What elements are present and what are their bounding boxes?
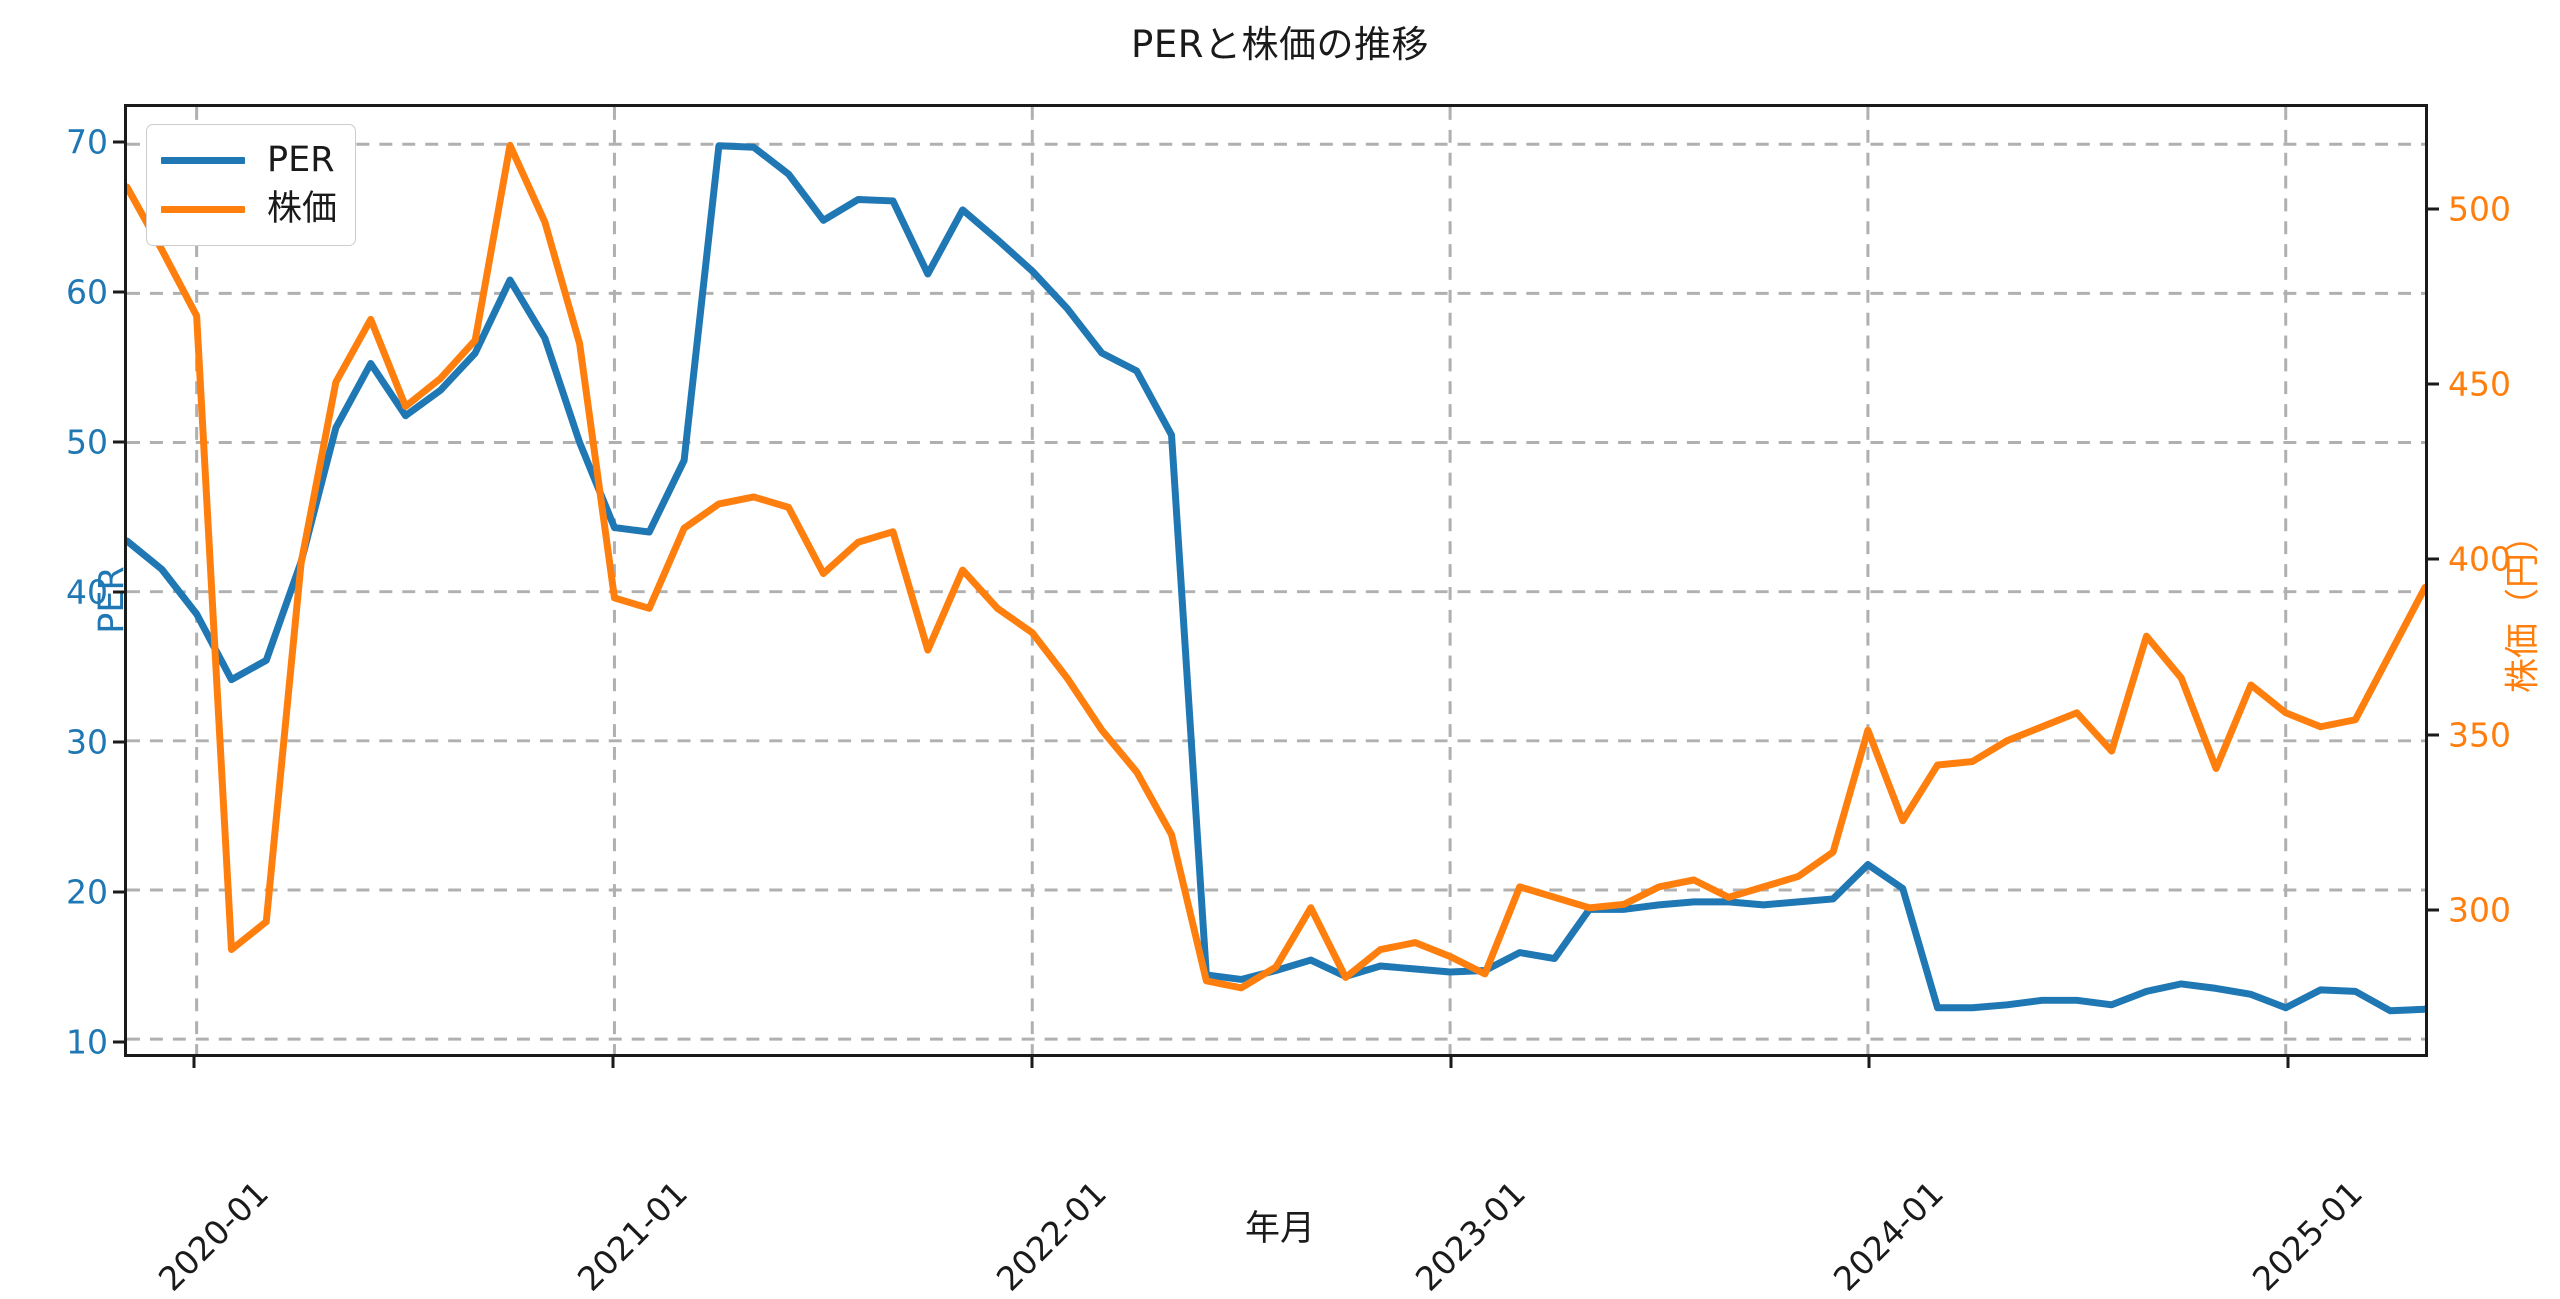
y-axis-right-tick-mark (2428, 382, 2439, 386)
x-axis-tick-mark (1449, 1057, 1453, 1068)
legend-label-per: PER (267, 140, 335, 180)
y-axis-right-tick-mark (2428, 207, 2439, 211)
y-axis-left-tick-mark (113, 440, 124, 444)
legend-label-kabuka: 株価 (267, 189, 338, 229)
y-axis-left-tick-mark (113, 1040, 124, 1044)
y-axis-left-tick-mark (113, 890, 124, 894)
x-axis-tick-mark (611, 1057, 615, 1068)
legend-item-kabuka[interactable]: 株価 (161, 185, 337, 234)
y-axis-left-tick-label: 20 (66, 872, 108, 912)
plot-svg (127, 107, 2425, 1054)
y-axis-right-tick-mark (2428, 908, 2439, 912)
y-axis-right-label: 株価（円） (2503, 518, 2544, 694)
x-axis-tick-mark (192, 1057, 196, 1068)
y-axis-left-tick-mark (113, 740, 124, 744)
chart-legend: PER 株価 (146, 124, 357, 246)
series-line-kabuka (127, 141, 2425, 992)
y-axis-right-tick-label: 400 (2448, 539, 2511, 579)
y-axis-left-label: PER (92, 566, 132, 634)
y-axis-right-tick-label: 300 (2448, 890, 2511, 930)
x-axis-tick-mark (2286, 1057, 2290, 1068)
y-axis-left-tick-label: 50 (66, 422, 108, 462)
y-axis-left-tick-label: 70 (66, 122, 108, 162)
y-axis-right-tick-label: 500 (2448, 189, 2511, 229)
y-axis-right-tick-mark (2428, 557, 2439, 561)
y-axis-right-tick-mark (2428, 733, 2439, 737)
x-axis-tick-mark (1867, 1057, 1871, 1068)
series-line-per (127, 142, 2425, 1015)
y-axis-right-tick-label: 450 (2448, 364, 2511, 404)
legend-item-per[interactable]: PER (161, 136, 337, 185)
legend-swatch-kabuka (161, 206, 245, 213)
y-axis-left-tick-mark (113, 590, 124, 594)
y-axis-right-tick-label: 350 (2448, 715, 2511, 755)
y-axis-left-tick-label: 10 (66, 1022, 108, 1062)
y-axis-left-tick-mark (113, 140, 124, 144)
y-axis-left-tick-label: 60 (66, 272, 108, 312)
plot-area (124, 104, 2428, 1057)
series-lines (127, 141, 2425, 1015)
legend-swatch-per (161, 157, 245, 164)
gridlines (127, 107, 2425, 1054)
y-axis-left-tick-label: 40 (66, 572, 108, 612)
chart-title: PERと株価の推移 (1131, 23, 1429, 66)
y-axis-left-tick-mark (113, 290, 124, 294)
y-axis-left-tick-label: 30 (66, 722, 108, 762)
x-axis-tick-mark (1030, 1057, 1034, 1068)
chart-figure: PERと株価の推移 70 60 50 40 30 20 10 500 450 400 350 300… (66, 23, 2544, 1299)
x-axis-label: 年月 (1244, 1209, 1315, 1249)
